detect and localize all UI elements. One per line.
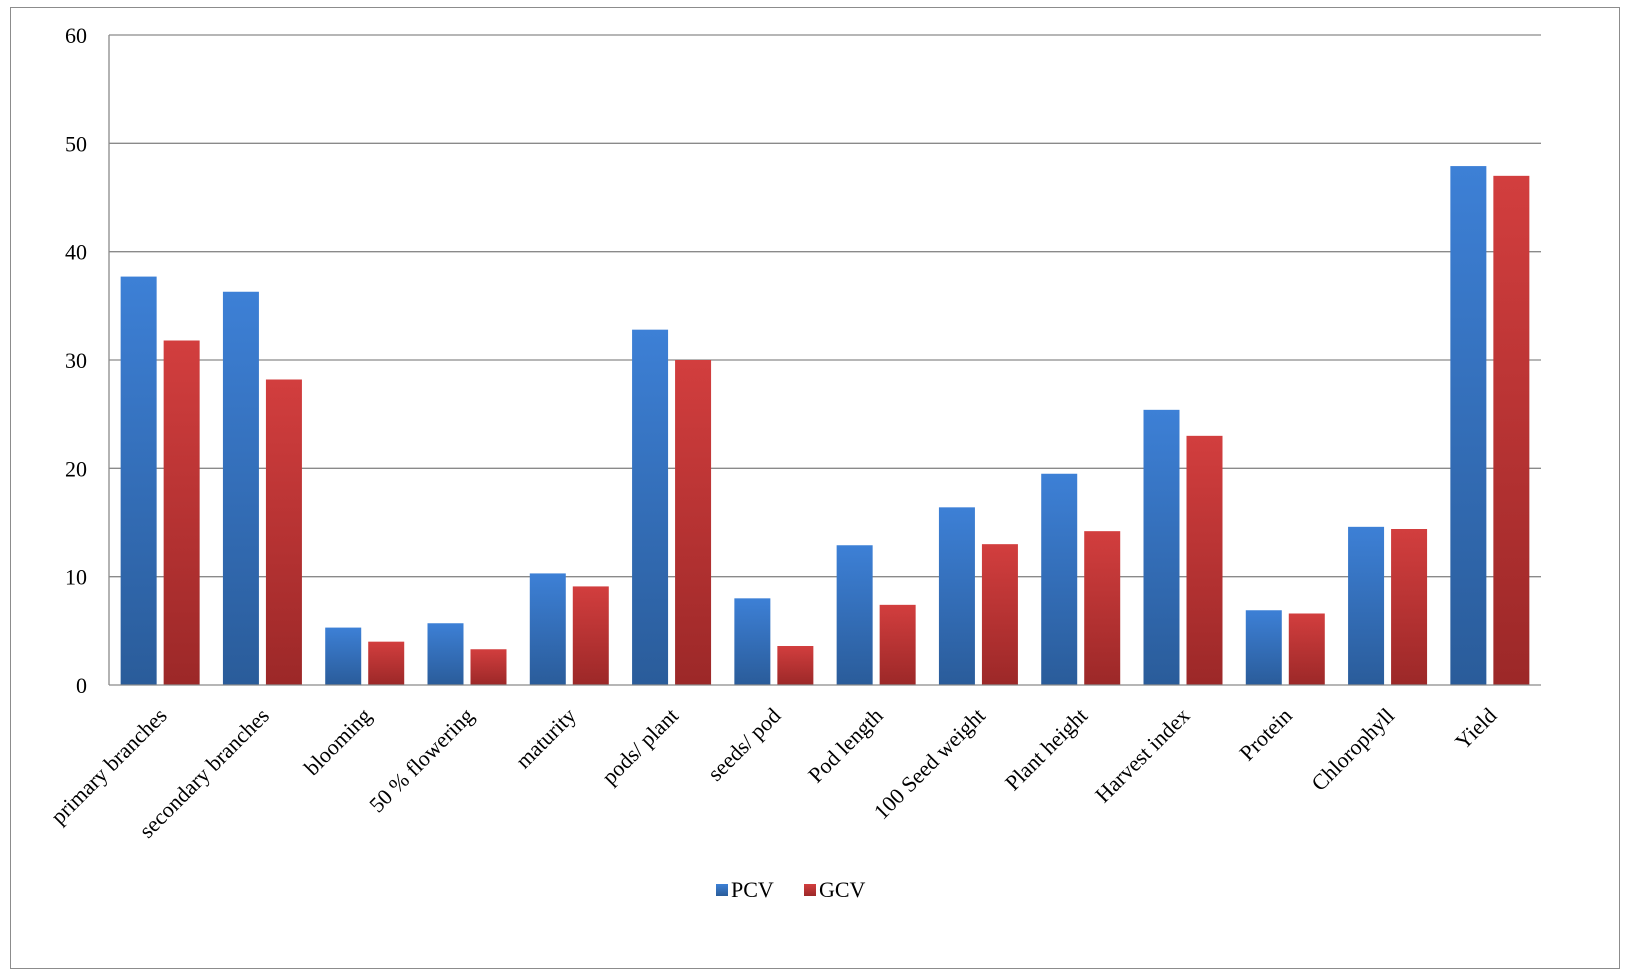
bar-pcv <box>938 507 975 685</box>
axes <box>108 35 1541 686</box>
y-tick-label: 60 <box>65 23 87 48</box>
bars <box>120 166 1530 686</box>
x-tick-label: blooming <box>299 703 376 780</box>
bar-gcv <box>777 646 814 685</box>
legend-swatch-gcv <box>804 884 816 896</box>
y-axis-tick-labels: 0 10 20 30 40 50 60 <box>65 23 87 698</box>
bar-pcv <box>1143 409 1180 685</box>
bar-pcv <box>222 291 259 685</box>
legend-swatch-pcv <box>716 884 728 896</box>
bar-pcv <box>325 627 362 685</box>
bar-gcv <box>163 340 200 685</box>
x-tick-label: Chlorophyll <box>1306 703 1399 796</box>
x-tick-label: Pod length <box>803 703 888 788</box>
bar-pcv <box>1245 610 1282 685</box>
bar-pcv <box>427 623 464 685</box>
x-tick-label: 50 % flowering <box>364 703 478 817</box>
bar-gcv <box>981 544 1018 685</box>
y-tick-label: 20 <box>65 456 87 481</box>
bar-gcv <box>368 641 405 685</box>
bar-pcv <box>1348 526 1385 685</box>
x-tick-label: Plant height <box>1000 703 1092 795</box>
bar-gcv <box>1186 435 1223 685</box>
bar-chart: 0 10 20 30 40 50 60 primary branchessecondary … <box>46 23 1541 902</box>
x-tick-label: maturity <box>510 703 580 773</box>
bar-gcv <box>879 604 916 685</box>
bar-gcv <box>265 379 302 685</box>
x-tick-label: seeds/ pod <box>702 703 785 786</box>
gridlines <box>109 34 1541 578</box>
y-tick-label: 10 <box>65 565 87 590</box>
bar-pcv <box>734 598 771 685</box>
bar-gcv <box>1493 175 1530 686</box>
x-tick-label: Harvest index <box>1090 703 1195 808</box>
bar-gcv <box>675 360 712 685</box>
legend: PCV GCV <box>716 877 866 902</box>
bar-gcv <box>1084 531 1121 685</box>
x-tick-label: Protein <box>1234 703 1297 766</box>
x-tick-label: pods/ plant <box>597 703 683 789</box>
x-tick-label: Yield <box>1450 703 1501 754</box>
bar-gcv <box>1288 613 1325 685</box>
bar-pcv <box>529 573 566 685</box>
chart-frame: 0 10 20 30 40 50 60 primary branches secondary … <box>10 7 1620 969</box>
bar-gcv <box>1391 529 1428 685</box>
y-tick-label: 50 <box>65 131 87 156</box>
legend-label-gcv: GCV <box>819 877 866 902</box>
bar-pcv <box>836 545 873 685</box>
y-tick-label: 40 <box>65 240 87 265</box>
bar-pcv <box>1450 166 1487 686</box>
bar-gcv <box>470 649 507 685</box>
bar-pcv <box>120 276 157 685</box>
bar-pcv <box>1041 473 1078 685</box>
bar-pcv <box>632 329 669 685</box>
bar-gcv <box>572 586 609 685</box>
y-tick-label: 0 <box>76 673 87 698</box>
y-tick-label: 30 <box>65 348 87 373</box>
legend-label-pcv: PCV <box>731 877 774 902</box>
